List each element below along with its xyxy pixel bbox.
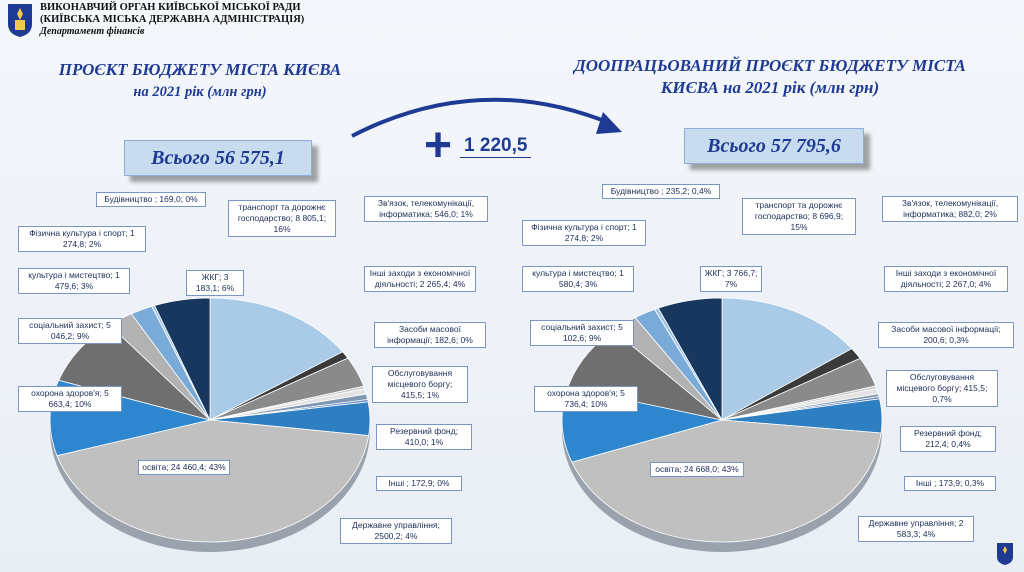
label-right-telecom: Зв'язок, телекомунікації, інформатика; 8… <box>882 196 1018 222</box>
label-right-media: Засоби масової інформації; 200,6; 0,3% <box>878 322 1014 348</box>
corner-emblem-icon <box>997 543 1013 565</box>
increase-arrow-icon <box>351 97 613 138</box>
label-right-reserve: Резервний фонд; 212,4; 0,4% <box>900 426 996 452</box>
label-right-social: соціальний захист; 5 102,6; 9% <box>530 320 634 346</box>
left-slice-0 <box>209 297 344 421</box>
label-right-transport: транспорт та дорожнє господарство; 8 696… <box>742 198 856 235</box>
label-left-government: Державне управління; 2500,2; 4% <box>340 518 452 544</box>
label-left-economic: Інші заходи з економічної діяльності; 2 … <box>364 266 476 292</box>
label-right-debt: Обслуговування місцевого боргу; 415,5; 0… <box>886 370 998 407</box>
label-right-construction: Будівництво ; 235,2; 0,4% <box>602 184 720 199</box>
label-right-culture: культура і мистецтво; 1 580,4; 3% <box>522 266 634 292</box>
label-left-construction: Будівництво ; 169,0; 0% <box>96 192 206 207</box>
department-name: Департамент фінансів <box>40 26 145 37</box>
label-left-media: Засоби масової інформації; 182,6; 0% <box>374 322 486 348</box>
pie-left <box>49 297 371 552</box>
label-left-social: соціальний захист; 5 046,2; 9% <box>18 318 122 344</box>
label-right-education: освіта; 24 668,0; 43% <box>650 462 744 477</box>
right-slice-8 <box>571 419 882 543</box>
label-left-health: охорона здоров'я; 5 663,4; 10% <box>18 386 122 412</box>
left-slice-14 <box>154 297 211 421</box>
label-left-education: освіта; 24 460,4; 43% <box>138 460 230 475</box>
right-total: Всього 57 795,6 <box>684 128 864 164</box>
label-left-debt: Обслуговування місцевого боргу; 415,5; 1… <box>372 366 468 403</box>
organization-block: ВИКОНАВЧИЙ ОРГАН КИЇВСЬКОЇ МІСЬКОЇ РАДИ … <box>40 2 304 38</box>
left-subtitle: на 2021 рік (млн грн) <box>133 84 267 100</box>
right-title: ДООПРАЦЬОВАНИЙ ПРОЄКТ БЮДЖЕТУ МІСТА КИЄВ… <box>520 55 1020 99</box>
left-title: ПРОЄКТ БЮДЖЕТУ МІСТА КИЄВА <box>58 60 342 79</box>
right-slice-14 <box>657 297 723 422</box>
left-slice-8 <box>56 419 370 543</box>
left-total: Всього 56 575,1 <box>124 140 312 176</box>
kyiv-emblem-icon <box>8 4 32 37</box>
label-left-other: Інші ; 172,9; 0% <box>376 476 462 491</box>
increase-indicator: + 1 220,5 <box>424 119 532 172</box>
pie-right <box>561 297 883 552</box>
arrow-head-icon <box>596 112 622 134</box>
org-name-alt: (КИЇВСЬКА МІСЬКА ДЕРЖАВНА АДМІНІСТРАЦІЯ) <box>40 14 305 25</box>
right-title-line2: КИЄВА на 2021 рік (млн грн) <box>660 78 880 97</box>
right-title-line1: ДООПРАЦЬОВАНИЙ ПРОЄКТ БЮДЖЕТУ МІСТА <box>574 56 966 75</box>
label-left-telecom: Зв'язок, телекомунікації, інформатика; 5… <box>364 196 488 222</box>
label-right-sport: Фізична культура і спорт; 1 274,8; 2% <box>522 220 646 246</box>
header: ВИКОНАВЧИЙ ОРГАН КИЇВСЬКОЇ МІСЬКОЇ РАДИ … <box>6 2 304 44</box>
right-slice-0 <box>721 297 853 421</box>
org-name: ВИКОНАВЧИЙ ОРГАН КИЇВСЬКОЇ МІСЬКОЇ РАДИ <box>40 2 301 13</box>
increase-value: 1 220,5 <box>460 135 532 158</box>
label-right-economic: Інші заходи з економічної діяльності; 2 … <box>884 266 1008 292</box>
label-left-transport: транспорт та дорожнє господарство; 8 805… <box>228 200 336 237</box>
label-right-government: Державне управління; 2 583,3; 4% <box>858 516 974 542</box>
label-left-reserve: Резервний фонд; 410,0; 1% <box>376 424 472 450</box>
label-left-housing: ЖКГ; 3 183,1; 6% <box>186 270 244 296</box>
label-left-culture: культура і мистецтво; 1 479,6; 3% <box>18 268 130 294</box>
label-right-housing: ЖКГ; 3 766,7; 7% <box>700 266 762 292</box>
plus-icon: + <box>424 119 453 172</box>
label-right-health: охорона здоров'я; 5 736,4; 10% <box>534 386 638 412</box>
label-left-sport: Фізична культура і спорт; 1 274,8; 2% <box>18 226 146 252</box>
label-right-other: Інші ; 173,9; 0,3% <box>904 476 996 491</box>
